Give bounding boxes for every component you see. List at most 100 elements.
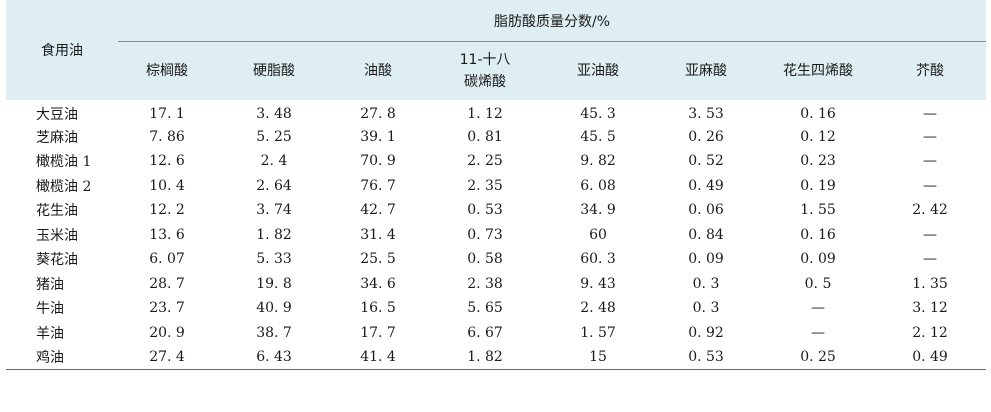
oil-name-cell: 鸡油: [6, 345, 118, 370]
table-row: 葵花油 6. 07 5. 33 25. 5 0. 58 60. 3 0. 09 0. 09 —: [6, 247, 986, 272]
value-cell: 34. 6: [360, 275, 396, 292]
value-cell: 20. 9: [149, 324, 185, 341]
column-header-cell: 棕榈酸: [118, 41, 216, 100]
value-cell: 1. 57: [580, 324, 616, 341]
value-cell: 0. 49: [874, 345, 987, 370]
oil-name-cell: 大豆油: [36, 106, 78, 123]
value-cell: 19. 8: [256, 275, 292, 292]
value-cell: 1. 82: [256, 226, 292, 243]
value-cell: 10. 4: [149, 177, 185, 194]
value-cell: 12. 2: [149, 202, 185, 219]
value-cell: 6. 67: [467, 324, 503, 341]
value-cell: 60: [589, 226, 607, 243]
oil-name-cell: 玉米油: [36, 227, 78, 244]
value-cell: 0. 52: [688, 153, 724, 170]
oil-name-cell: 芝麻油: [36, 129, 78, 146]
column-header-row: 棕榈酸 硬脂酸 油酸 11-十八 碳烯酸 亚油酸 亚麻酸 花生四烯酸 芥酸: [6, 41, 987, 100]
row-header-cell: 食用油: [6, 0, 118, 100]
oil-name-cell: 葵花油: [36, 252, 78, 269]
table-row: 橄榄油 1 12. 6 2. 4 70. 9 2. 25 9. 82 0. 52 0. 23 —: [6, 149, 986, 174]
value-cell: 34. 9: [580, 202, 616, 219]
oil-name-cell: 花生油: [36, 203, 78, 220]
table-row: 鸡油 27. 4 6. 43 41. 4 1. 82 15 0. 53 0. 25 0. 49: [6, 345, 987, 370]
value-cell: 0. 16: [800, 226, 836, 243]
value-cell: 2. 42: [912, 202, 948, 219]
value-cell: 5. 33: [256, 251, 292, 268]
value-cell: 0. 5: [804, 275, 832, 292]
value-cell: 42. 7: [360, 202, 396, 219]
value-cell: 3. 12: [912, 300, 948, 317]
value-cell: 6. 43: [216, 345, 332, 370]
column-header-cell: 芥酸: [874, 41, 987, 100]
oil-name-cell: 牛油: [36, 301, 64, 318]
value-cell: 3. 53: [688, 105, 724, 122]
column-header-cell: 11-十八碳烯酸: [424, 41, 546, 100]
value-cell: —: [923, 153, 938, 170]
column-header-label: 亚麻酸: [685, 63, 727, 79]
value-cell: 13. 6: [149, 226, 185, 243]
row-header-label: 食用油: [41, 43, 83, 59]
value-cell: 39. 1: [360, 128, 396, 145]
value-cell: 6. 08: [580, 177, 616, 194]
value-cell: 76. 7: [360, 177, 396, 194]
group-header-cell: 脂肪酸质量分数/%: [118, 0, 987, 42]
value-cell: —: [923, 251, 938, 268]
value-cell: 0. 84: [688, 226, 724, 243]
column-header-cell: 油酸: [332, 41, 424, 100]
oil-name-cell: 猪油: [36, 276, 64, 293]
value-cell: 0. 12: [800, 128, 836, 145]
value-cell: 2. 25: [467, 153, 503, 170]
value-cell: 2. 12: [912, 324, 948, 341]
column-header-cell: 花生四烯酸: [762, 41, 874, 100]
value-cell: 1. 55: [800, 202, 836, 219]
column-header-label: 亚油酸: [577, 63, 619, 79]
value-cell: —: [923, 177, 938, 194]
value-cell: 70. 9: [360, 153, 396, 170]
table-row: 芝麻油 7. 86 5. 25 39. 1 0. 81 45. 5 0. 26 0. 12 —: [6, 125, 986, 150]
value-cell: 5. 65: [467, 300, 503, 317]
value-cell: 0. 49: [688, 177, 724, 194]
column-header-cell: 亚麻酸: [650, 41, 762, 100]
oil-name-cell: 羊油: [36, 325, 64, 342]
value-cell: 0. 16: [800, 105, 836, 122]
value-cell: 27. 4: [118, 345, 216, 370]
value-cell: 0. 3: [692, 275, 720, 292]
value-cell: 1. 12: [467, 105, 503, 122]
table-body: 大豆油 17. 1 3. 48 27. 8 1. 12 45. 3 3. 53 0. 16— 芝…: [6, 100, 987, 370]
value-cell: 2. 4: [260, 153, 288, 170]
value-cell: 0. 53: [467, 202, 503, 219]
table-row: 猪油 28. 7 19. 8 34. 6 2. 38 9. 43 0. 3 0. 5 1. 35: [6, 272, 986, 297]
value-cell: 15: [546, 345, 650, 370]
value-cell: 2. 38: [467, 275, 503, 292]
value-cell: 0. 23: [800, 153, 836, 170]
value-cell: 9. 43: [580, 275, 616, 292]
column-header-cell: 亚油酸: [546, 41, 650, 100]
table-header: 食用油 脂肪酸质量分数/% 棕榈酸 硬脂酸 油酸 11-十八 碳烯酸 亚油酸 亚麻酸 花生四烯…: [6, 0, 987, 100]
value-cell: 27. 8: [360, 105, 396, 122]
value-cell: 1. 82: [424, 345, 546, 370]
value-cell: 2. 48: [580, 300, 616, 317]
value-cell: —: [923, 105, 938, 122]
value-cell: 7. 86: [149, 128, 185, 145]
value-cell: 1. 35: [912, 275, 948, 292]
value-cell: 0. 25: [762, 345, 874, 370]
value-cell: 16. 5: [360, 300, 396, 317]
value-cell: 0. 92: [688, 324, 724, 341]
column-header-cell: 硬脂酸: [216, 41, 332, 100]
value-cell: 12. 6: [149, 153, 185, 170]
column-header-label: 11-十八: [459, 52, 511, 68]
value-cell: 45. 3: [580, 105, 616, 122]
value-cell: 0. 53: [650, 345, 762, 370]
group-header-label: 脂肪酸质量分数/%: [494, 13, 611, 30]
value-cell: 41. 4: [332, 345, 424, 370]
value-cell: 28. 7: [149, 275, 185, 292]
oil-name-cell: 橄榄油 2: [36, 178, 92, 195]
column-header-label-line2: 碳烯酸: [464, 74, 506, 90]
value-cell: 60. 3: [580, 251, 616, 268]
value-cell: —: [923, 128, 938, 145]
value-cell: 0. 3: [692, 300, 720, 317]
table-row: 橄榄油 2 10. 4 2. 64 76. 7 2. 35 6. 08 0. 49 0. 19…: [6, 174, 986, 199]
table-row: 玉米油 13. 6 1. 82 31. 4 0. 73 60 0. 84 0. 16 —: [6, 223, 986, 248]
value-cell: 0. 26: [688, 128, 724, 145]
value-cell: 45. 5: [580, 128, 616, 145]
